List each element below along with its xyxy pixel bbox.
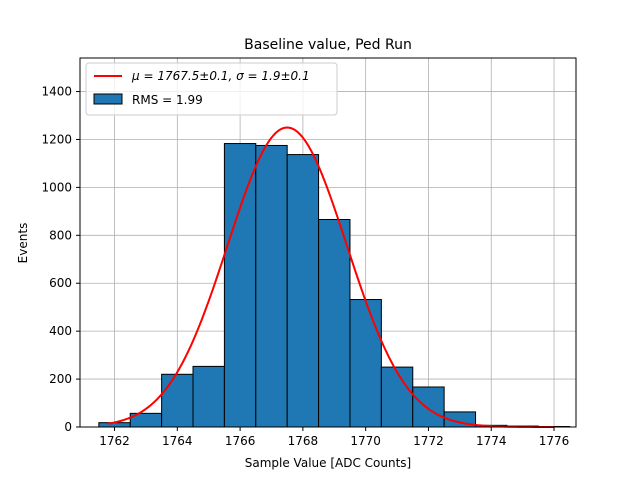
x-tick-label: 1776 [539,434,570,448]
x-tick-label: 1772 [413,434,444,448]
x-tick-label: 1770 [350,434,381,448]
y-tick-label: 600 [49,276,72,290]
histogram-bar [318,218,351,428]
legend-bar-label: RMS = 1.99 [132,93,203,107]
histogram-bar [161,373,194,428]
y-tick-label: 800 [49,228,72,242]
histogram-bar [223,143,257,428]
y-axis-ticks: 0 200 400 600 800 1000 1200 1400 [41,85,80,434]
gaussian-fit [108,126,555,428]
histogram-bar [192,365,225,428]
gaussian-fit-curve [108,126,555,428]
x-tick-label: 1766 [225,434,256,448]
y-tick-label: 400 [49,324,72,338]
y-tick-label: 200 [49,372,72,386]
y-tick-label: 1000 [41,180,72,194]
x-tick-label: 1764 [162,434,193,448]
y-axis-label: Events [16,223,30,264]
histogram-bar [349,299,382,428]
x-tick-label: 1762 [99,434,130,448]
histogram-bar [255,144,288,428]
x-axis-ticks: 1762 1764 1766 1768 1770 1772 1774 1776 [99,427,569,448]
y-tick-label: 1400 [41,85,72,99]
y-tick-label: 0 [64,420,72,434]
y-tick-label: 1200 [41,132,72,146]
x-tick-label: 1774 [476,434,507,448]
histogram-bar [412,386,445,428]
plot-area-frame [79,57,577,428]
histogram-bar [286,154,320,428]
legend: μ = 1767.5±0.1, σ = 1.9±0.1 RMS = 1.99 [85,62,338,116]
legend-bar-swatch [93,93,123,105]
legend-box [85,62,338,116]
x-tick-label: 1768 [288,434,319,448]
chart-title: Baseline value, Ped Run [244,37,412,53]
legend-fit-label: μ = 1767.5±0.1, σ = 1.9±0.1 [131,69,310,83]
histogram-bar [380,366,414,428]
x-axis-label: Sample Value [ADC Counts] [245,456,411,470]
